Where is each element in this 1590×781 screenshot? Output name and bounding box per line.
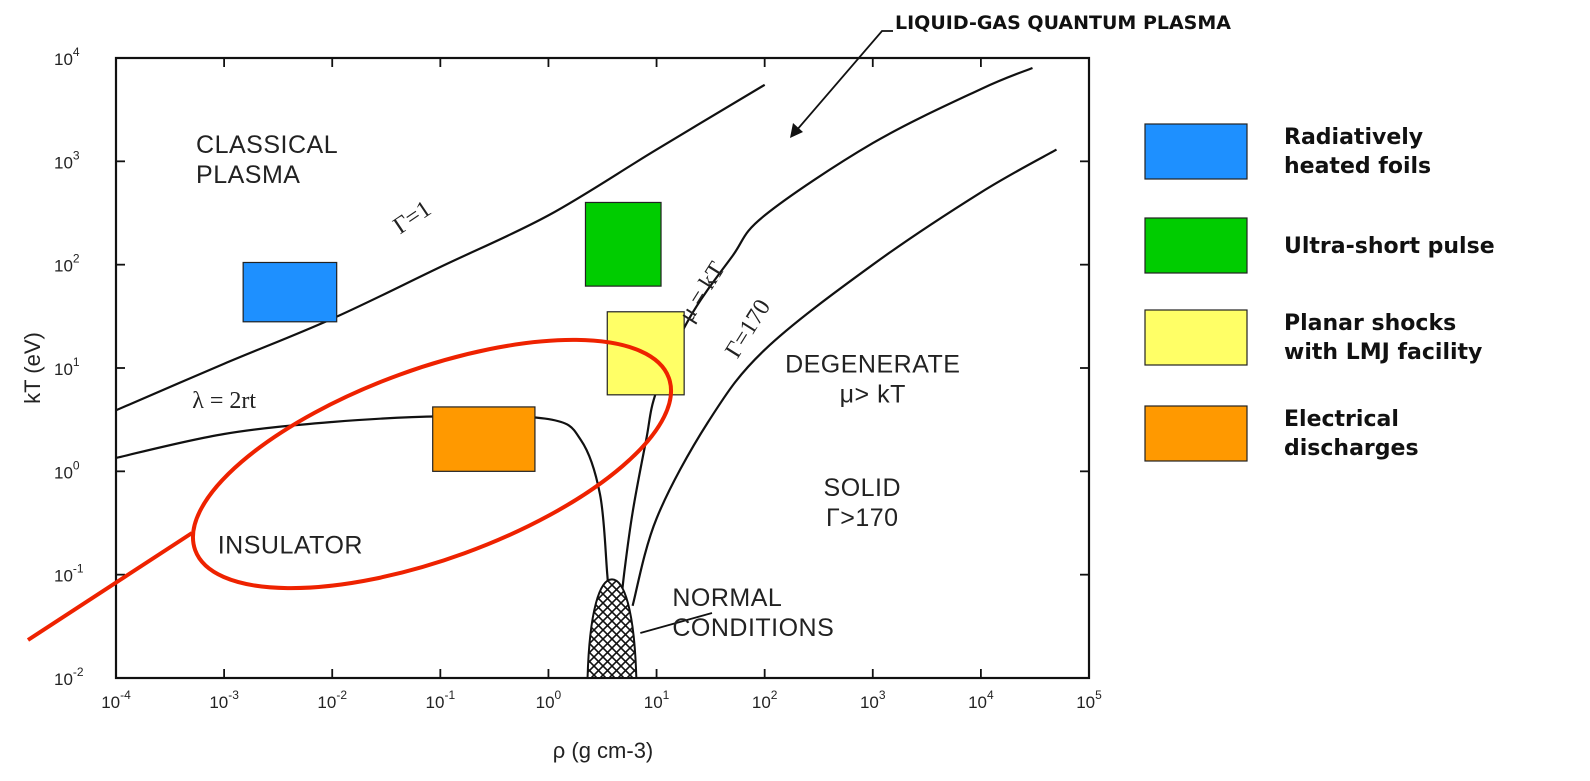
x-tick-label: 103 xyxy=(860,688,886,712)
legend-label: Planar shocks with LMJ facility xyxy=(1284,311,1482,365)
box-electrical-discharges xyxy=(432,406,536,472)
x-tick-label: 10-4 xyxy=(101,688,131,712)
curve-label-gamma1: Γ=1 xyxy=(389,196,436,240)
curve-gamma1 xyxy=(116,83,766,412)
x-tick-label: 104 xyxy=(968,688,994,712)
region-labels: CLASSICAL PLASMA DEGENERATE μ> kT SOLID Γ>170… xyxy=(196,131,960,642)
y-tick-label: 100 xyxy=(54,458,80,482)
liquid-gas-annotation: LIQUID-GAS QUANTUM PLASMA xyxy=(895,12,1231,34)
x-tick-label: 100 xyxy=(536,688,562,712)
box-ultra-short-pulse xyxy=(584,201,662,287)
x-tick-label: 101 xyxy=(644,688,670,712)
x-axis-label: ρ (g cm-3) xyxy=(553,738,654,763)
normal-conditions-region xyxy=(586,578,713,679)
y-tick-label: 10-2 xyxy=(54,665,84,689)
x-axis-ticks: 10-4 10-3 10-2 10-1 100 101 102 103 104 105 xyxy=(101,58,1102,712)
curve-mu-kt xyxy=(618,66,1033,622)
y-tick-label: 103 xyxy=(54,148,80,172)
y-axis-label: kT (eV) xyxy=(20,332,45,404)
legend-swatch xyxy=(1144,309,1248,366)
legend-label: Radiatively heated foils xyxy=(1284,125,1431,179)
x-tick-label: 10-2 xyxy=(317,688,347,712)
region-label-degenerate: DEGENERATE μ> kT xyxy=(785,351,960,409)
normal-conditions-pointer xyxy=(640,612,713,634)
legend-item-radiatively-heated-foils: Radiatively heated foils xyxy=(1144,123,1431,180)
legend-item-electrical-discharges: Electrical discharges xyxy=(1144,405,1419,462)
legend-item-planar-shocks-with-lmj-facility: Planar shocks with LMJ facility xyxy=(1144,309,1482,366)
region-label-classical: CLASSICAL PLASMA xyxy=(196,131,338,189)
curve-label-lambda: λ = 2rt xyxy=(192,388,256,414)
curve-label-mu-kt: μ = kT xyxy=(674,257,731,326)
x-tick-label: 102 xyxy=(752,688,778,712)
highlight-ellipse xyxy=(190,337,674,591)
legend-swatch xyxy=(1144,217,1248,274)
legend-label: Electrical discharges xyxy=(1284,407,1419,461)
x-tick-label: 105 xyxy=(1076,688,1102,712)
experiment-boxes xyxy=(242,201,685,472)
phase-boundary-curves xyxy=(116,66,1058,629)
box-radiatively-heated-foils xyxy=(242,261,338,323)
curve-gamma170 xyxy=(631,148,1058,607)
y-axis-ticks: 10-2 10-1 100 101 102 103 104 xyxy=(54,45,1089,689)
region-label-insulator: INSULATOR xyxy=(218,532,363,560)
y-tick-label: 10-1 xyxy=(54,562,84,586)
x-tick-label: 10-3 xyxy=(209,688,239,712)
region-label-normal: NORMAL CONDITIONS xyxy=(672,584,834,642)
y-tick-label: 101 xyxy=(54,355,80,379)
y-tick-label: 104 xyxy=(54,45,80,69)
legend: Radiatively heated foils Ultra-short pulse… xyxy=(1144,123,1495,462)
legend-swatch xyxy=(1144,123,1248,180)
y-tick-label: 102 xyxy=(54,252,80,276)
annotation-arrow xyxy=(790,30,893,138)
curve-label-gamma170: Γ=170 xyxy=(720,295,776,363)
x-tick-label: 10-1 xyxy=(426,688,456,712)
normal-conditions-hatch xyxy=(586,578,638,679)
highlight-leader-line xyxy=(26,531,194,642)
insulator-highlight-ellipse xyxy=(26,337,674,642)
legend-swatch xyxy=(1144,405,1248,462)
region-label-solid: SOLID Γ>170 xyxy=(824,474,902,532)
legend-label: Ultra-short pulse xyxy=(1284,234,1495,259)
legend-item-ultra-short-pulse: Ultra-short pulse xyxy=(1144,217,1495,274)
